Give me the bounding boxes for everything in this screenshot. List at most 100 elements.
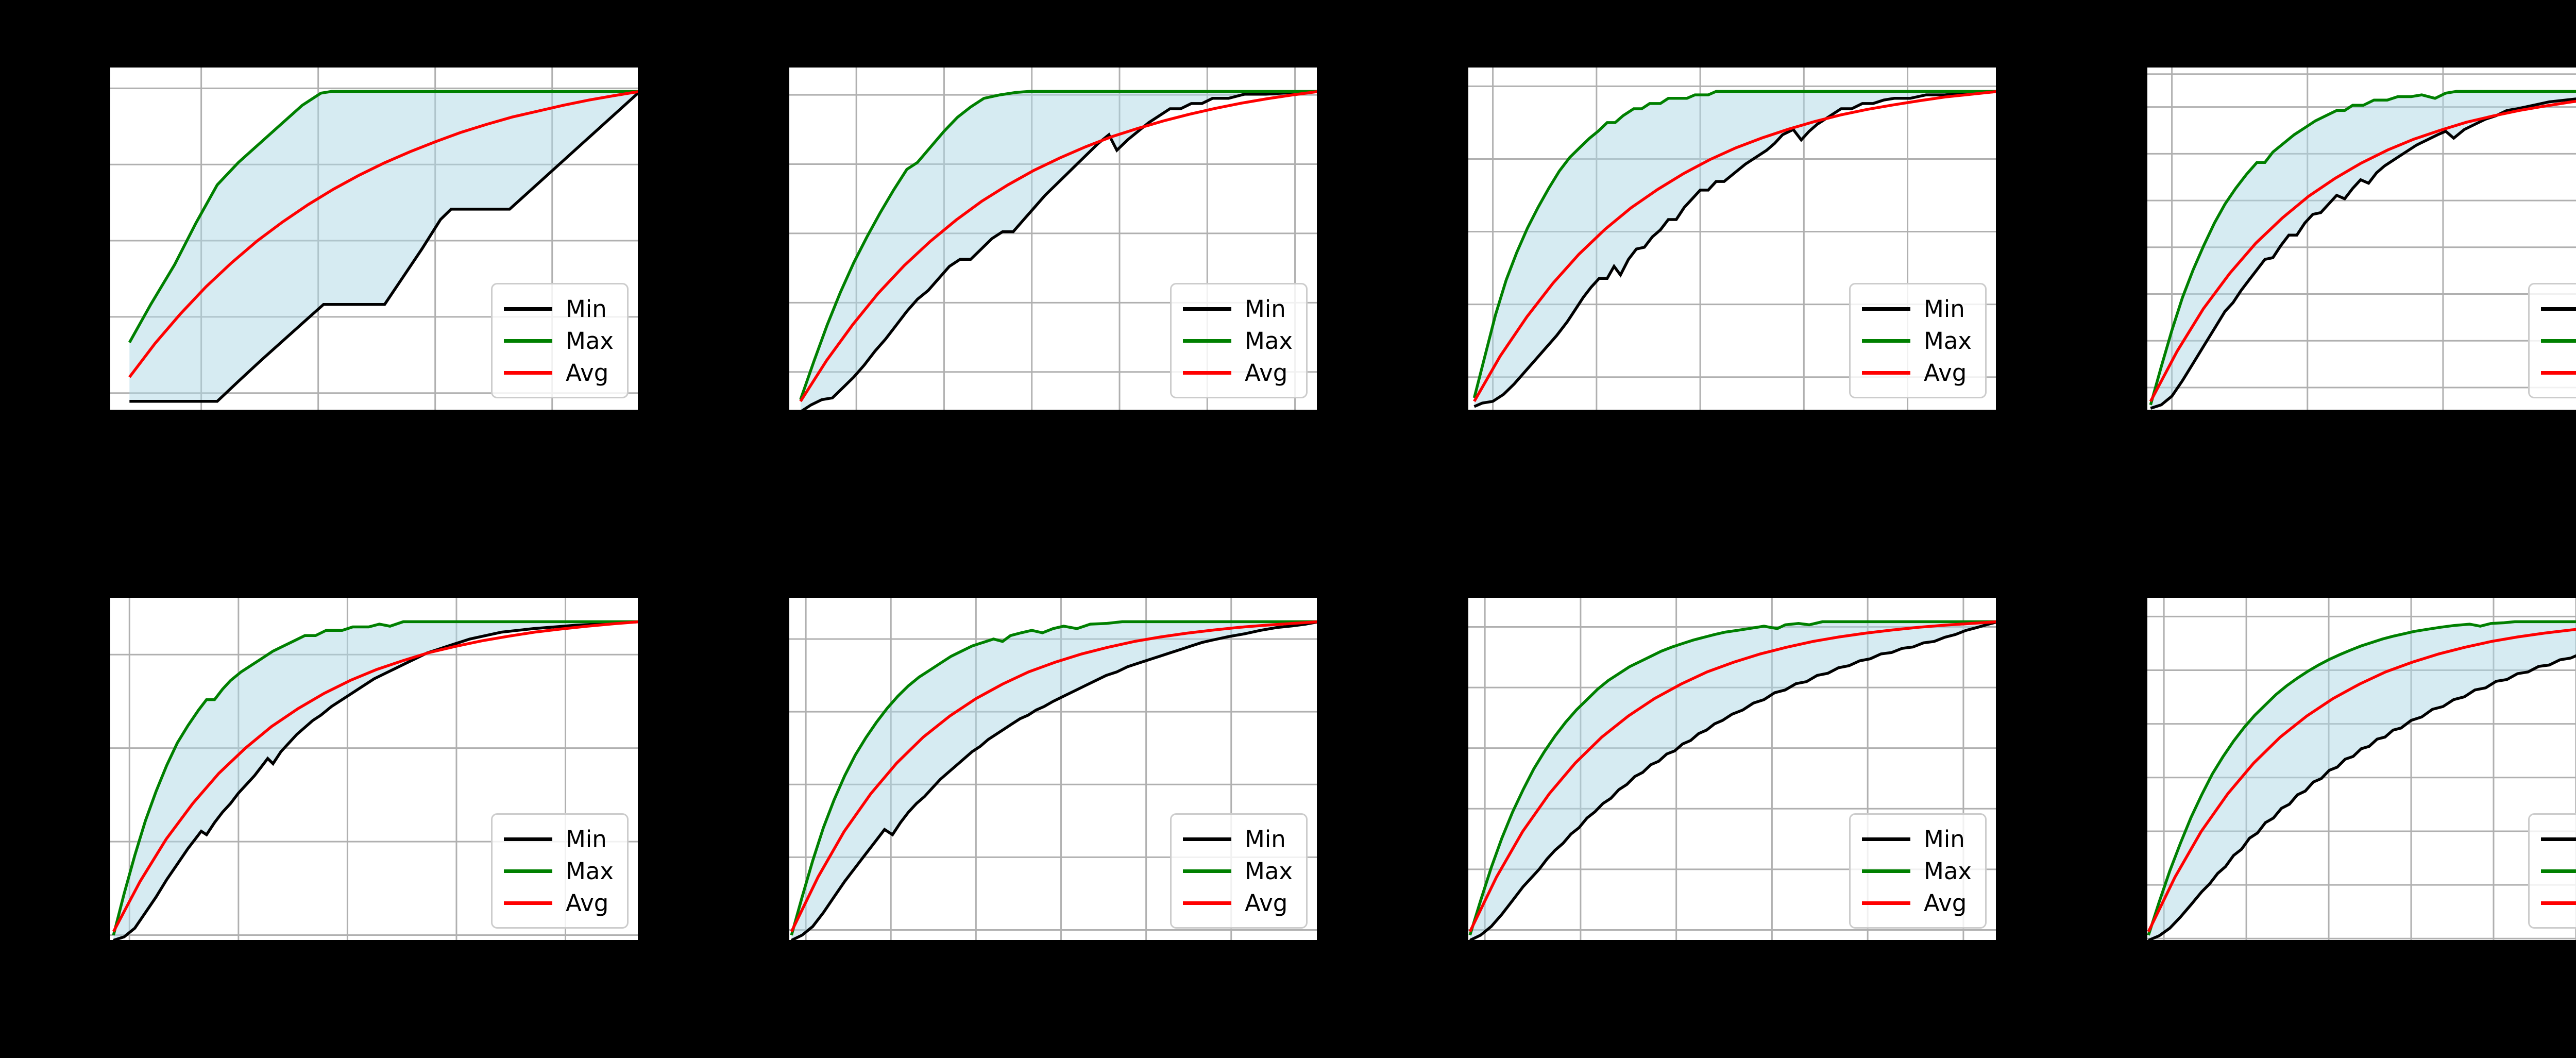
legend-entry-min: Min — [2540, 293, 2576, 325]
avg-line-swatch — [1861, 371, 1910, 375]
subplot-panel-row1-col2: Min Max Avg — [787, 65, 1319, 412]
subplot-panel-row2-col3: Min Max Avg — [1466, 596, 1998, 942]
min-line — [2150, 97, 2576, 410]
legend-entry-avg: Avg — [2540, 887, 2576, 919]
max-line — [128, 90, 640, 343]
plot-area-row2-col3 — [1466, 596, 1998, 942]
legend-entry-avg: Avg — [1861, 887, 1972, 919]
legend-label-avg: Avg — [1244, 889, 1288, 917]
axes-spines — [787, 596, 1319, 942]
legend-entry-max: Max — [2540, 855, 2576, 887]
min-line-swatch — [2540, 837, 2576, 841]
max-line — [799, 90, 1319, 400]
max-line — [1468, 620, 1998, 936]
min-max-fill-area — [2148, 622, 2576, 941]
min-line — [1469, 620, 1998, 942]
max-line — [112, 620, 640, 936]
min-line — [1473, 90, 1998, 408]
legend-entry-max: Max — [1182, 855, 1293, 887]
min-max-fill-area — [113, 622, 640, 941]
legend-label-avg: Avg — [1923, 359, 1967, 387]
legend-entry-min: Min — [503, 823, 614, 855]
legend-label-max: Max — [565, 327, 614, 355]
min-line — [2148, 654, 2576, 942]
min-line-swatch — [2540, 307, 2576, 311]
max-line-swatch — [503, 869, 552, 873]
legend-entry-avg: Avg — [503, 357, 614, 389]
legend-box: Min Max Avg — [1849, 283, 1987, 398]
max-line-swatch — [2540, 869, 2576, 873]
axes-spines — [1466, 596, 1998, 942]
legend-entry-avg: Avg — [503, 887, 614, 919]
avg-line — [2147, 628, 2576, 933]
min-line — [129, 90, 640, 403]
max-line — [2147, 620, 2576, 936]
plot-area-row1-col1 — [108, 65, 640, 412]
legend-label-max: Max — [1244, 327, 1293, 355]
axes-spines — [2145, 596, 2576, 942]
legend-entry-min: Min — [503, 293, 614, 325]
avg-line — [112, 620, 640, 933]
avg-line-swatch — [1861, 901, 1910, 905]
legend-label-avg: Avg — [1923, 889, 1967, 917]
axes-spines — [1466, 65, 1998, 412]
legend-entry-max: Max — [2540, 325, 2576, 357]
max-line-swatch — [1861, 339, 1910, 343]
min-line — [113, 620, 640, 942]
legend-entry-min: Min — [1182, 823, 1293, 855]
min-line-swatch — [1182, 307, 1231, 311]
min-max-fill-area — [800, 91, 1319, 412]
legend-label-max: Max — [1923, 327, 1972, 355]
legend-entry-max: Max — [503, 325, 614, 357]
plot-area-row1-col4 — [2145, 65, 2576, 412]
min-line-swatch — [503, 837, 552, 841]
max-line — [2149, 90, 2576, 406]
min-max-fill-area — [2150, 91, 2576, 409]
legend-label-min: Min — [1244, 825, 1286, 853]
max-line — [1472, 90, 1998, 398]
legend-entry-max: Max — [503, 855, 614, 887]
avg-line — [1468, 620, 1998, 933]
avg-line — [2149, 99, 2576, 402]
max-line-swatch — [503, 339, 552, 343]
legend-label-min: Min — [1923, 825, 1965, 853]
legend-label-min: Min — [1923, 295, 1965, 323]
legend-entry-avg: Avg — [2540, 357, 2576, 389]
min-max-fill-area — [1470, 622, 1998, 941]
axes-spines — [787, 65, 1319, 412]
subplot-panel-row1-col3: Min Max Avg — [1466, 65, 1998, 412]
legend-entry-max: Max — [1861, 325, 1972, 357]
legend-label-min: Min — [565, 295, 607, 323]
avg-line — [128, 90, 640, 378]
legend-label-avg: Avg — [1244, 359, 1288, 387]
min-max-fill-area — [791, 622, 1319, 941]
legend-label-max: Max — [1244, 857, 1293, 885]
plot-area-row2-col4 — [2145, 596, 2576, 942]
legend-entry-max: Max — [1182, 325, 1293, 357]
avg-line-swatch — [1182, 901, 1231, 905]
legend-entry-avg: Avg — [1861, 357, 1972, 389]
avg-line — [799, 90, 1319, 402]
plot-area-row1-col3 — [1466, 65, 1998, 412]
min-line — [791, 620, 1319, 942]
legend-entry-avg: Avg — [1182, 887, 1293, 919]
subplot-panel-row2-col2: Min Max Avg — [787, 596, 1319, 942]
min-max-fill-area — [129, 91, 640, 401]
legend-entry-min: Min — [2540, 823, 2576, 855]
legend-label-min: Min — [1244, 295, 1286, 323]
min-line — [800, 90, 1319, 412]
legend-box: Min Max Avg — [1170, 283, 1308, 398]
max-line-swatch — [1182, 339, 1231, 343]
avg-line-swatch — [503, 371, 552, 375]
min-line-swatch — [503, 307, 552, 311]
min-line-swatch — [1861, 307, 1910, 311]
axes-spines — [108, 596, 640, 942]
avg-line-swatch — [1182, 371, 1231, 375]
legend-entry-min: Min — [1861, 823, 1972, 855]
